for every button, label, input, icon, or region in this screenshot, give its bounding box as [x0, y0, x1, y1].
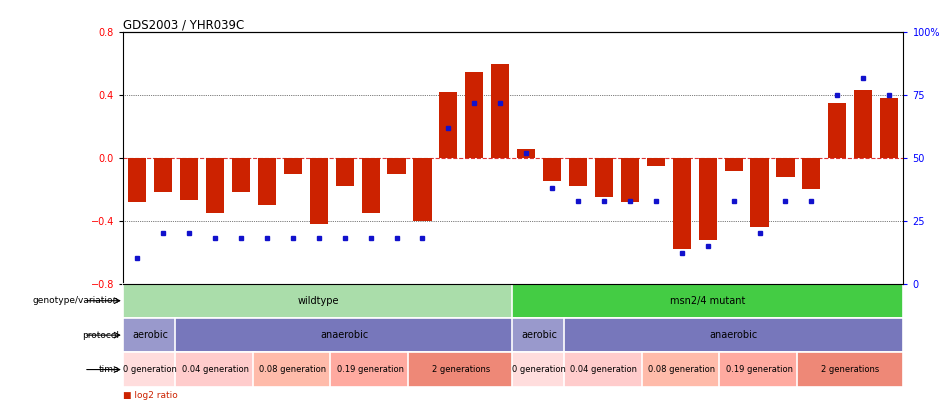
- Bar: [330, 352, 411, 387]
- Bar: [465, 72, 483, 158]
- Text: aerobic: aerobic: [132, 330, 168, 340]
- Bar: [439, 92, 458, 158]
- Text: msn2/4 mutant: msn2/4 mutant: [670, 296, 745, 306]
- Text: 0.08 generation: 0.08 generation: [259, 365, 326, 374]
- Bar: [719, 352, 799, 387]
- Text: 2 generations: 2 generations: [821, 365, 880, 374]
- Text: 0 generation: 0 generation: [123, 365, 177, 374]
- Bar: [361, 158, 379, 213]
- Text: wildtype: wildtype: [298, 296, 340, 306]
- Bar: [777, 158, 795, 177]
- Bar: [123, 318, 178, 352]
- Text: anaerobic: anaerobic: [710, 330, 758, 340]
- Bar: [698, 158, 717, 240]
- Text: 0.04 generation: 0.04 generation: [570, 365, 638, 374]
- Bar: [564, 352, 644, 387]
- Bar: [284, 158, 302, 174]
- Bar: [512, 318, 567, 352]
- Text: ■ log2 ratio: ■ log2 ratio: [123, 391, 178, 400]
- Text: aerobic: aerobic: [521, 330, 557, 340]
- Bar: [512, 352, 567, 387]
- Bar: [797, 352, 903, 387]
- Bar: [180, 158, 198, 200]
- Bar: [543, 158, 561, 181]
- Bar: [750, 158, 768, 227]
- Bar: [517, 149, 535, 158]
- Bar: [232, 158, 250, 192]
- Bar: [309, 158, 328, 224]
- Bar: [175, 352, 255, 387]
- Text: protocol: protocol: [82, 330, 119, 340]
- Bar: [595, 158, 613, 197]
- Text: 0.19 generation: 0.19 generation: [337, 365, 404, 374]
- Bar: [673, 158, 691, 249]
- Bar: [569, 158, 587, 186]
- Bar: [854, 90, 872, 158]
- Text: GDS2003 / YHR039C: GDS2003 / YHR039C: [123, 18, 244, 31]
- Bar: [175, 318, 515, 352]
- Bar: [802, 158, 820, 189]
- Text: anaerobic: anaerobic: [321, 330, 369, 340]
- Bar: [258, 158, 276, 205]
- Bar: [725, 158, 743, 171]
- Bar: [123, 284, 515, 318]
- Bar: [388, 158, 406, 174]
- Text: genotype/variation: genotype/variation: [33, 296, 119, 305]
- Text: 0.08 generation: 0.08 generation: [648, 365, 715, 374]
- Bar: [336, 158, 354, 186]
- Text: 2 generations: 2 generations: [432, 365, 490, 374]
- Text: 0 generation: 0 generation: [512, 365, 566, 374]
- Bar: [408, 352, 515, 387]
- Bar: [621, 158, 639, 202]
- Bar: [512, 284, 903, 318]
- Bar: [154, 158, 172, 192]
- Bar: [206, 158, 224, 213]
- Bar: [253, 352, 333, 387]
- Bar: [647, 158, 665, 166]
- Bar: [491, 64, 509, 158]
- Bar: [564, 318, 903, 352]
- Bar: [413, 158, 431, 221]
- Bar: [880, 98, 899, 158]
- Text: time: time: [98, 365, 119, 374]
- Text: 0.04 generation: 0.04 generation: [182, 365, 249, 374]
- Bar: [641, 352, 722, 387]
- Bar: [123, 352, 178, 387]
- Bar: [128, 158, 147, 202]
- Bar: [829, 103, 847, 158]
- Text: 0.19 generation: 0.19 generation: [726, 365, 793, 374]
